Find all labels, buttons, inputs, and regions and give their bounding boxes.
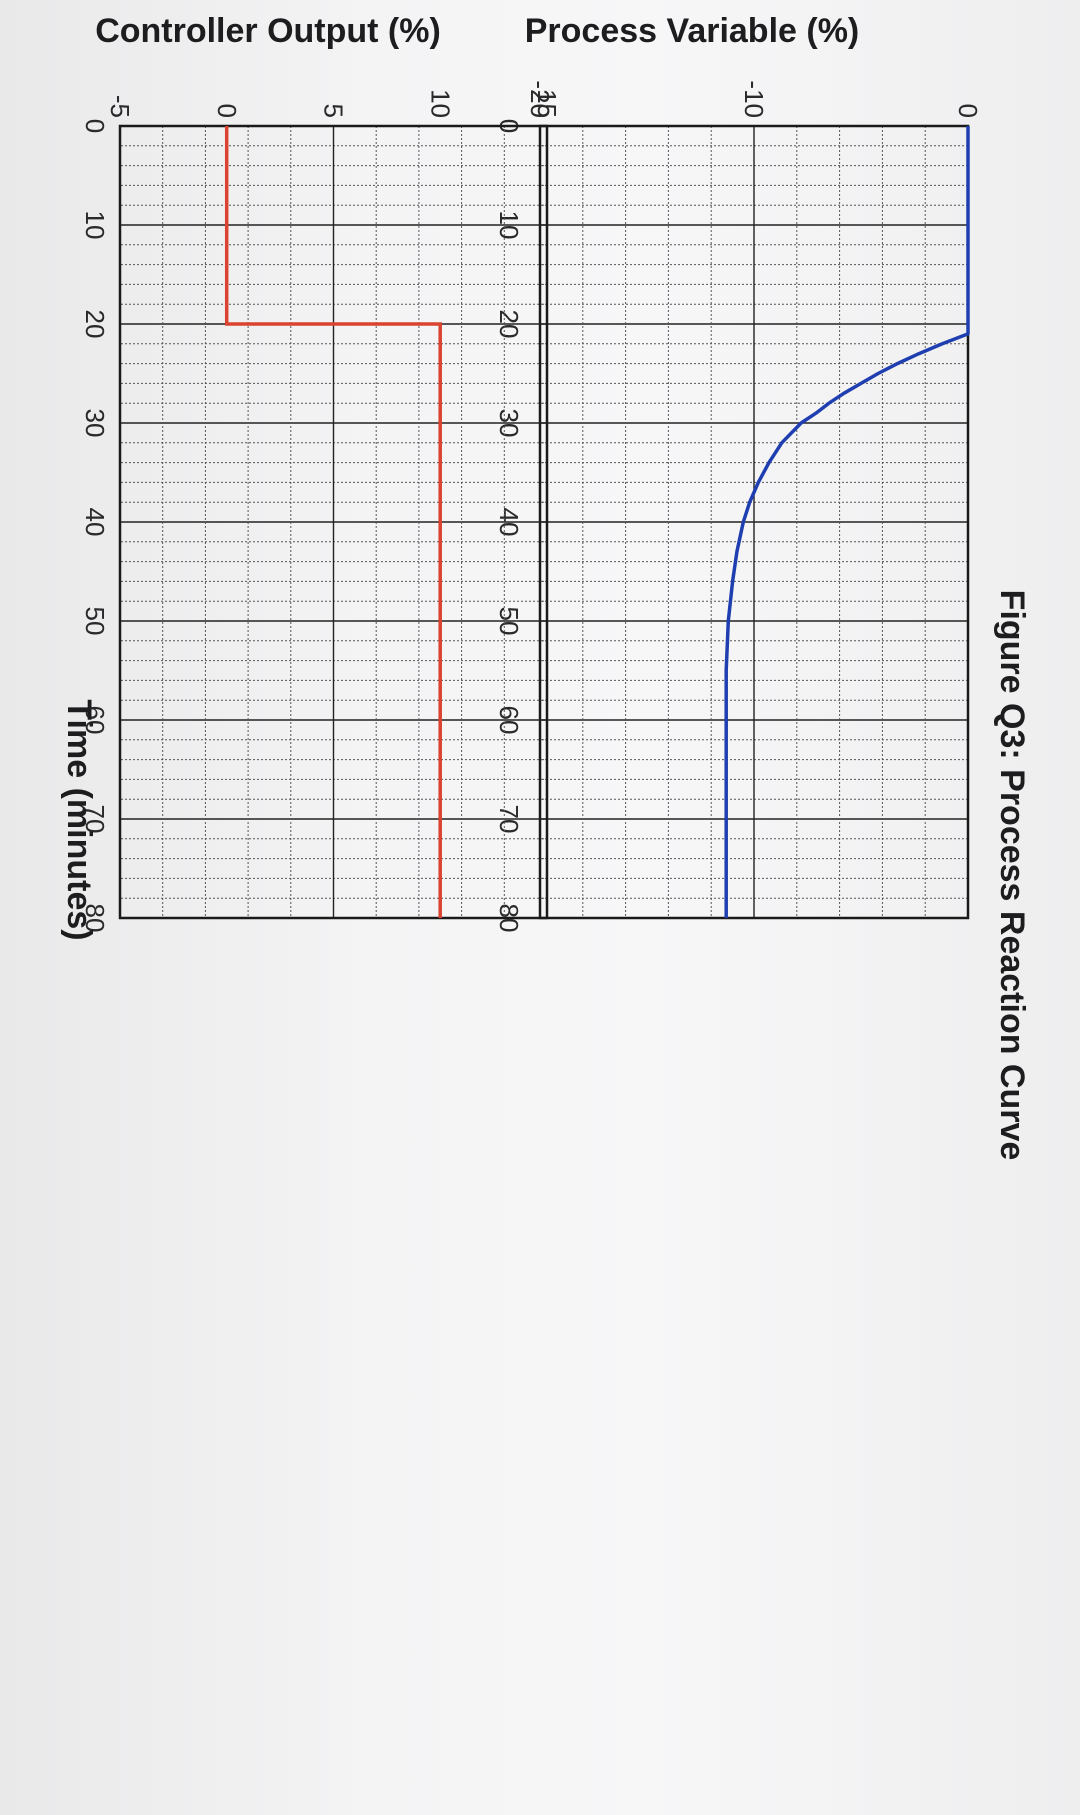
co-x-ticks: 0 10 20 30 40 50 60 70 80 <box>80 119 110 933</box>
co-x-tick-label: 70 <box>80 805 110 834</box>
co-x-tick-label: 10 <box>80 211 110 240</box>
pv-y-ticks: -20 -10 0 <box>525 80 983 118</box>
co-x-tick-label: 50 <box>80 607 110 636</box>
co-x-tick-label: 80 <box>80 904 110 933</box>
figure-title: Figure Q3: Process Reaction Curve <box>993 590 1031 1161</box>
co-x-tick-label: 20 <box>80 310 110 339</box>
pv-grid <box>540 126 968 918</box>
pv-y-axis-label: Process Variable (%) <box>525 12 860 50</box>
co-y-axis-label: Controller Output (%) <box>95 12 441 50</box>
co-x-tick-label: 60 <box>80 706 110 735</box>
co-y-tick-label: 0 <box>212 104 242 118</box>
pv-y-tick-label: -20 <box>525 80 555 118</box>
co-y-tick-label: -5 <box>105 95 135 118</box>
co-y-tick-label: 10 <box>425 89 455 118</box>
co-y-ticks: -5 0 5 10 15 <box>105 89 562 118</box>
co-plot-frame <box>118 124 549 920</box>
co-x-tick-label: 0 <box>80 119 110 133</box>
co-series-line <box>224 126 442 918</box>
co-y-tick-label: 15 <box>532 89 562 118</box>
pv-y-tick-label: -10 <box>739 80 769 118</box>
pv-y-tick-label: 0 <box>953 104 983 118</box>
pv-series-line <box>724 126 970 918</box>
co-x-tick-label: 30 <box>80 409 110 438</box>
co-x-tick-label: 40 <box>80 508 110 537</box>
co-y-tick-label: 5 <box>319 104 349 118</box>
x-axis-label: Time (minutes) <box>60 699 98 940</box>
co-grid <box>120 126 547 918</box>
